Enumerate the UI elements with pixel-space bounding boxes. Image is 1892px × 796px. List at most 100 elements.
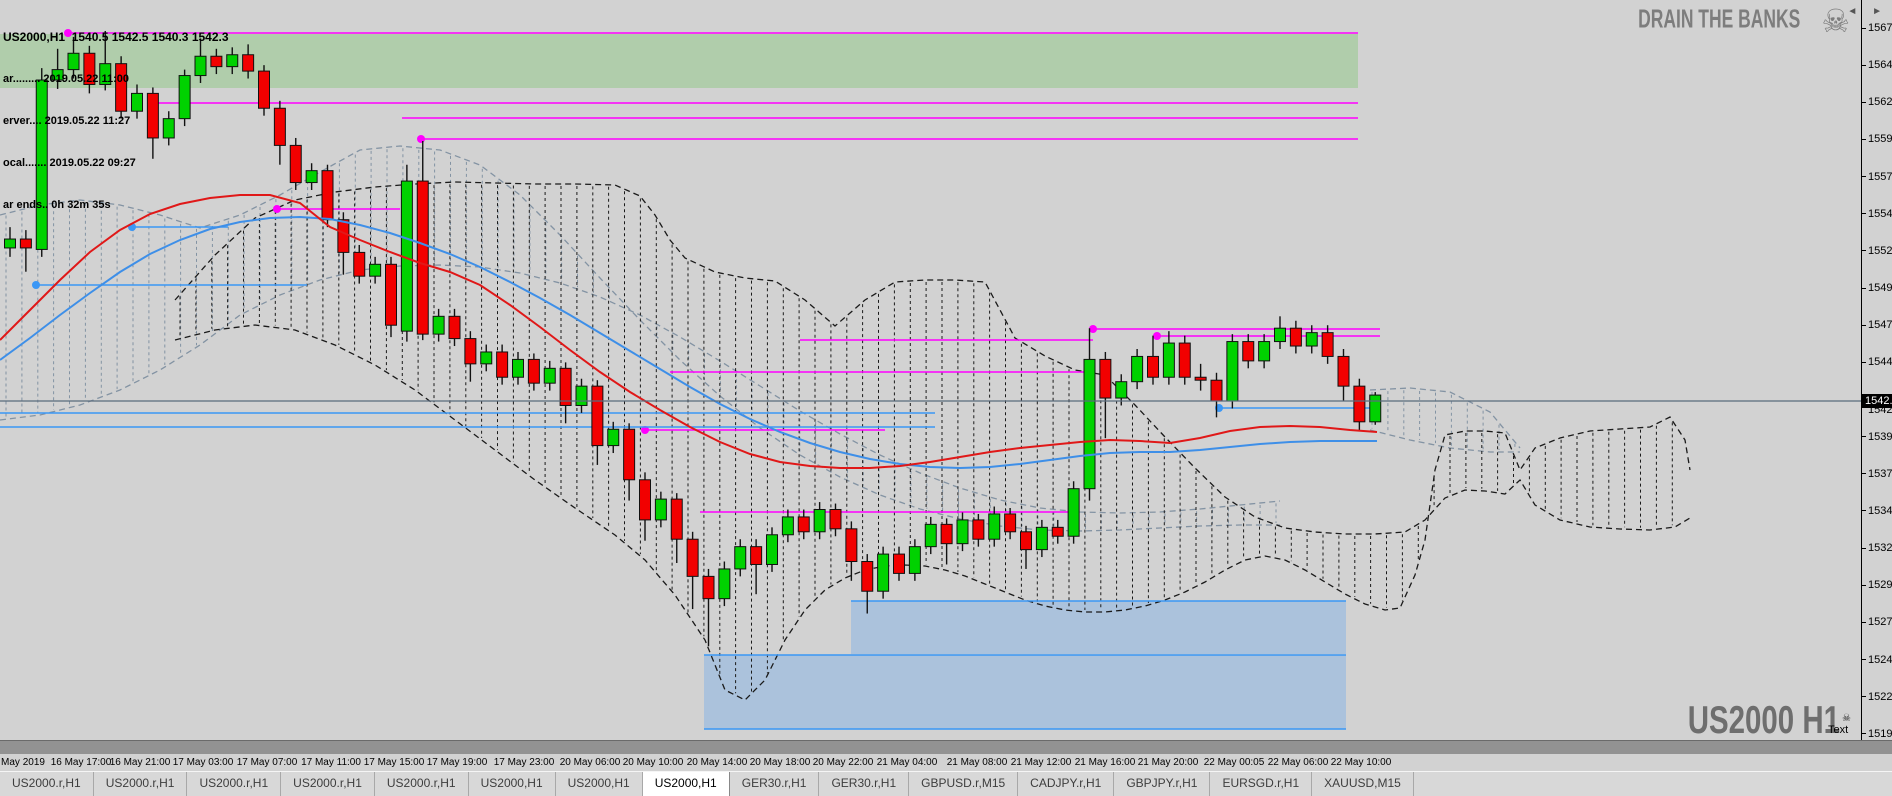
magenta-level-line-4-anchor-dot[interactable] — [273, 205, 281, 213]
chart-info-block: US2000,H1 1540.5 1542.5 1540.3 1542.3 ar… — [3, 2, 229, 240]
price-tick-mark — [1862, 138, 1866, 140]
chart-tab-eursgd-r-h1-13[interactable]: EURSGD.r,H1 — [1210, 772, 1313, 796]
candle-body-up — [877, 553, 890, 592]
chart-tab-ger30-r-h1-9[interactable]: GER30.r,H1 — [819, 772, 910, 796]
candle-body-down — [1147, 355, 1159, 378]
candle-body-down — [242, 54, 255, 72]
tab-scroll-arrows[interactable]: ◄ ► — [1847, 6, 1888, 17]
time-axis-label: 21 May 04:00 — [876, 757, 938, 768]
price-axis-label: 1534.5 — [1868, 504, 1892, 517]
price-axis-label: 1537.0 — [1868, 467, 1892, 480]
price-tick-mark — [1862, 324, 1866, 326]
candle-body-up — [924, 523, 937, 548]
magenta-level-line-9-anchor-dot[interactable] — [641, 426, 649, 434]
price-tick-mark — [1862, 696, 1866, 698]
time-axis-label: 17 May 19:00 — [426, 757, 488, 768]
price-axis-label: 1524.5 — [1868, 653, 1892, 666]
time-axis-label: 22 May 10:00 — [1330, 757, 1392, 768]
skull-crossbones-icon: ☠ — [1821, 3, 1850, 39]
time-axis[interactable]: May 2019 16 May 17:00 16 May 21:00 17 May 0… — [0, 754, 1892, 771]
candle-body-down — [527, 358, 540, 384]
time-axis-label: 17 May 11:00 — [301, 757, 361, 768]
time-axis-label: 16 May 17:00 — [50, 757, 112, 768]
magenta-level-line-6-anchor-dot[interactable] — [1153, 332, 1161, 340]
candle-body-up — [1258, 341, 1271, 362]
price-axis-label: 1559.5 — [1868, 133, 1892, 146]
candle-body-down — [639, 479, 651, 521]
chart-tab-us2000-h1-7[interactable]: US2000,H1 — [642, 772, 730, 796]
time-axis-label: 17 May 23:00 — [493, 757, 555, 768]
price-axis-label: 1532.0 — [1868, 542, 1892, 555]
price-tick-mark — [1862, 473, 1866, 475]
price-tick-mark — [1862, 547, 1866, 549]
price-tick-mark — [1862, 361, 1866, 363]
magenta-level-line-0-anchor-dot[interactable] — [64, 29, 72, 37]
candle-body-up — [480, 351, 493, 365]
candle-body-down — [702, 575, 715, 600]
candle-body-down — [623, 428, 636, 481]
chart-canvas[interactable] — [0, 0, 1861, 740]
candle-body-up — [512, 358, 524, 378]
price-tick-mark — [1862, 176, 1866, 178]
price-axis-label: 1549.5 — [1868, 282, 1892, 295]
chart-tab-us2000-r-h1-3[interactable]: US2000.r,H1 — [281, 772, 375, 796]
candle-body-up — [99, 63, 112, 85]
time-axis-label: 16 May 21:00 — [109, 757, 171, 768]
candle-body-up — [1083, 358, 1096, 490]
price-tick-mark — [1862, 64, 1866, 66]
magenta-level-line-3-anchor-dot[interactable] — [417, 135, 425, 143]
price-axis[interactable]: 1567.0 1564.5 1562.0 1559.5 1557.0 1554.5 1552… — [1861, 0, 1892, 740]
candle-body-up — [1067, 488, 1080, 537]
candle-body-down — [829, 508, 842, 530]
candle-body-up — [226, 54, 239, 68]
time-axis-label: 20 May 06:00 — [559, 757, 621, 768]
chart-tab-us2000-h1-5[interactable]: US2000,H1 — [469, 772, 556, 796]
chart-tab-cadjpy-r-h1-11[interactable]: CADJPY.r,H1 — [1018, 772, 1115, 796]
chart-tab-us2000-h1-6[interactable]: US2000,H1 — [556, 772, 643, 796]
blue-demand-zone-lower — [704, 655, 1346, 729]
chart-tab-bar: US2000.r,H1 US2000.r,H1 US2000.r,H1 US2000.… — [0, 771, 1892, 796]
candle-body-up — [432, 315, 445, 335]
candle-body-up — [575, 385, 588, 406]
candle-body-down — [289, 144, 302, 184]
price-tick-mark — [1862, 659, 1866, 661]
chart-tab-us2000-r-h1-2[interactable]: US2000.r,H1 — [187, 772, 282, 796]
price-axis-label: 1557.0 — [1868, 170, 1892, 183]
candle-body-down — [496, 351, 509, 378]
candle-body-down — [353, 251, 366, 277]
info-line-local-time: ocal....... 2019.05.22 09:27 — [3, 157, 136, 169]
candle-body-down — [464, 338, 477, 365]
candle-body-down — [146, 92, 159, 139]
candle-body-down — [1194, 376, 1207, 381]
price-tick-mark — [1862, 101, 1866, 103]
blue-level-line-1-anchor-dot[interactable] — [32, 281, 40, 289]
candle-body-down — [337, 219, 350, 253]
info-line-server-time: erver.... 2019.05.22 11:27 — [3, 115, 131, 127]
time-axis-label: 20 May 10:00 — [622, 757, 684, 768]
candle-body-up — [908, 546, 921, 574]
text-object[interactable]: ☠ Text — [1828, 713, 1851, 736]
chart-tab-gbpusd-r-m15-10[interactable]: GBPUSD.r,M15 — [909, 772, 1019, 796]
time-axis-label: 22 May 06:00 — [1267, 757, 1329, 768]
chart-tab-xauusd-m15-14[interactable]: XAUUSD,M15 — [1312, 772, 1414, 796]
chart-tab-ger30-r-h1-8[interactable]: GER30.r,H1 — [730, 772, 820, 796]
price-axis-label: 1552.0 — [1868, 244, 1892, 257]
time-axis-label: 17 May 03:00 — [172, 757, 234, 768]
candle-body-up — [734, 546, 747, 570]
price-axis-label: 1562.0 — [1868, 96, 1892, 109]
time-axis-label: 21 May 16:00 — [1074, 757, 1136, 768]
chart-bottom-divider — [0, 740, 1892, 755]
chart-tab-us2000-r-h1-4[interactable]: US2000.r,H1 — [375, 772, 469, 796]
candle-body-down — [591, 385, 604, 447]
candle-body-down — [1337, 355, 1350, 387]
price-tick-mark — [1862, 213, 1866, 215]
magenta-level-line-5-anchor-dot[interactable] — [1089, 325, 1097, 333]
chart-tab-gbpjpy-r-h1-12[interactable]: GBPJPY.r,H1 — [1114, 772, 1211, 796]
candle-body-down — [1289, 327, 1302, 347]
chart-tab-us2000-r-h1-0[interactable]: US2000.r,H1 — [0, 772, 94, 796]
chart-tab-us2000-r-h1-1[interactable]: US2000.r,H1 — [94, 772, 188, 796]
candle-body-down — [1210, 379, 1223, 402]
candle-body-up — [1369, 394, 1382, 423]
candle-body-down — [1242, 341, 1255, 362]
